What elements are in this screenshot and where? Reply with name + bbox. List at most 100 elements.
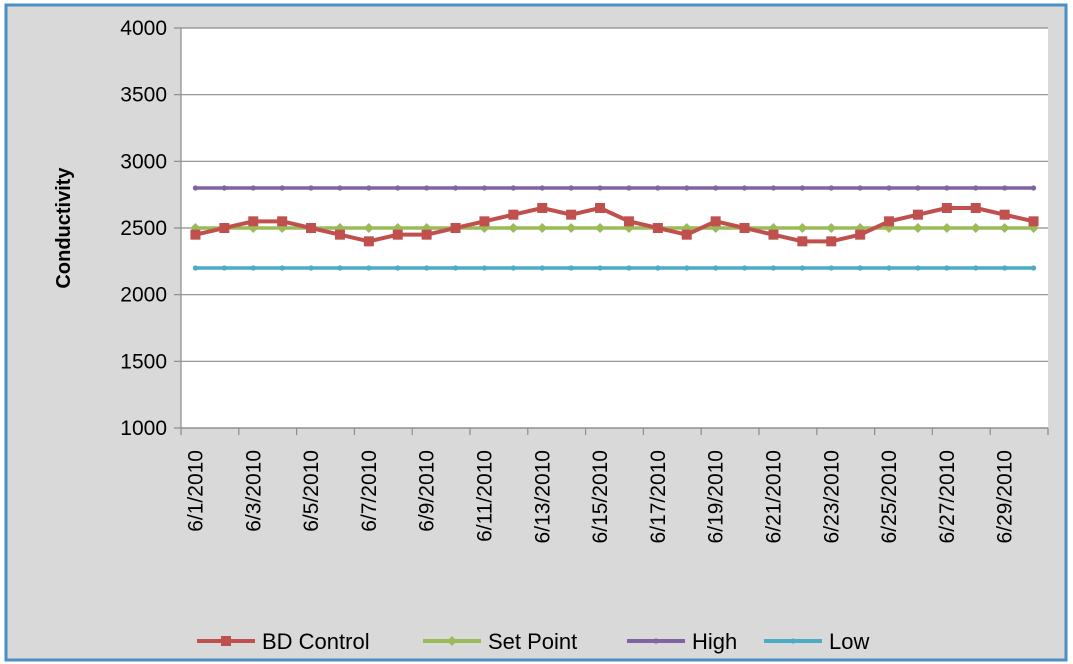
y-tick-label: 3000 (120, 150, 167, 173)
data-point-set-point (797, 223, 808, 233)
data-point-set-point (826, 223, 837, 233)
data-point-bd-control (508, 209, 519, 220)
data-point-bd-control (797, 236, 808, 247)
data-point-low (424, 265, 430, 271)
data-point-high (250, 185, 256, 191)
data-point-low (684, 265, 690, 271)
legend-marker-high (653, 638, 659, 644)
legend-label-low: Low (829, 629, 869, 654)
x-tick-label: 6/17/2010 (647, 450, 670, 543)
data-point-high (539, 185, 545, 191)
legend-marker-set-point (447, 636, 457, 646)
x-tick-label: 6/19/2010 (705, 450, 728, 543)
data-point-low (1030, 265, 1037, 271)
data-point-bd-control (884, 216, 895, 227)
data-point-bd-control (999, 209, 1010, 220)
data-point-bd-control (277, 216, 288, 227)
x-tick-label: 6/21/2010 (762, 450, 785, 543)
data-point-high (597, 185, 603, 191)
data-point-bd-control (855, 229, 866, 240)
data-point-low (510, 265, 516, 271)
data-point-bd-control (941, 203, 952, 213)
data-point-high (308, 185, 314, 191)
data-point-bd-control (537, 203, 548, 213)
data-point-set-point (595, 223, 606, 233)
data-point-high (1030, 185, 1037, 191)
data-point-low (626, 265, 632, 271)
series-high (192, 185, 1037, 191)
data-point-high (192, 185, 199, 191)
data-point-high (510, 185, 516, 191)
data-point-bd-control (623, 216, 634, 227)
data-point-high (684, 185, 690, 191)
data-point-high (452, 185, 459, 191)
data-point-low (539, 265, 545, 271)
x-tick-label: 6/23/2010 (820, 450, 843, 543)
data-point-low (655, 265, 661, 271)
data-point-high (395, 185, 401, 191)
legend-item-high: High (627, 629, 737, 654)
data-point-low (452, 265, 459, 271)
x-tick-label: 6/13/2010 (531, 450, 554, 543)
data-point-high (655, 185, 661, 191)
data-point-low (250, 265, 256, 271)
data-point-high (337, 185, 343, 191)
data-point-set-point (537, 223, 548, 233)
series-layer (190, 185, 1039, 271)
x-tick-label: 6/3/2010 (242, 450, 265, 532)
x-tick-label: 6/9/2010 (416, 450, 439, 532)
data-point-low (481, 265, 488, 271)
data-point-high (886, 185, 892, 191)
data-point-low (337, 265, 343, 271)
data-point-low (973, 265, 979, 271)
legend-item-set-point: Set Point (423, 629, 577, 654)
data-point-high (857, 185, 863, 191)
data-point-high (424, 185, 430, 191)
data-point-bd-control (912, 209, 923, 220)
data-point-set-point (941, 223, 952, 233)
x-tick-label: 6/5/2010 (300, 450, 323, 532)
data-point-low (828, 265, 834, 271)
data-point-set-point (970, 223, 981, 233)
data-point-high (626, 185, 632, 191)
data-point-bd-control (450, 223, 461, 233)
x-tick-label: 6/29/2010 (994, 450, 1017, 543)
x-tick-label: 6/7/2010 (358, 450, 381, 532)
data-point-low (597, 265, 603, 271)
x-tick-label: 6/27/2010 (936, 450, 959, 543)
data-point-high (828, 185, 834, 191)
data-point-bd-control (219, 223, 230, 233)
y-axis-title: Conductivity (53, 167, 75, 289)
y-tick-label: 2000 (120, 284, 167, 307)
x-tick-label: 6/1/2010 (184, 450, 207, 532)
legend-item-low: Low (764, 629, 869, 654)
data-point-bd-control (739, 223, 750, 233)
x-tick-label: 6/11/2010 (473, 450, 496, 542)
data-point-low (741, 265, 748, 271)
legend-marker-low (790, 638, 796, 644)
data-point-low (221, 265, 227, 271)
data-point-bd-control (566, 209, 577, 220)
data-point-bd-control (970, 203, 981, 213)
data-point-bd-control (595, 203, 606, 213)
data-point-set-point (508, 223, 519, 233)
data-point-bd-control (190, 229, 201, 240)
data-point-bd-control (479, 216, 490, 227)
data-point-low (944, 265, 950, 271)
data-point-bd-control (248, 216, 259, 227)
series-low (192, 265, 1037, 271)
legend: BD Control Set Point High Low (197, 629, 869, 654)
data-point-high (366, 185, 372, 191)
y-tick-label: 1000 (120, 417, 167, 440)
data-point-bd-control (768, 229, 779, 240)
data-point-bd-control (421, 229, 432, 240)
data-point-high (799, 185, 805, 191)
data-point-low (886, 265, 892, 271)
data-point-high (915, 185, 921, 191)
data-point-bd-control (681, 229, 692, 240)
data-point-low (308, 265, 314, 271)
data-point-low (857, 265, 863, 271)
data-point-low (395, 265, 401, 271)
x-tick-label: 6/25/2010 (878, 450, 901, 543)
